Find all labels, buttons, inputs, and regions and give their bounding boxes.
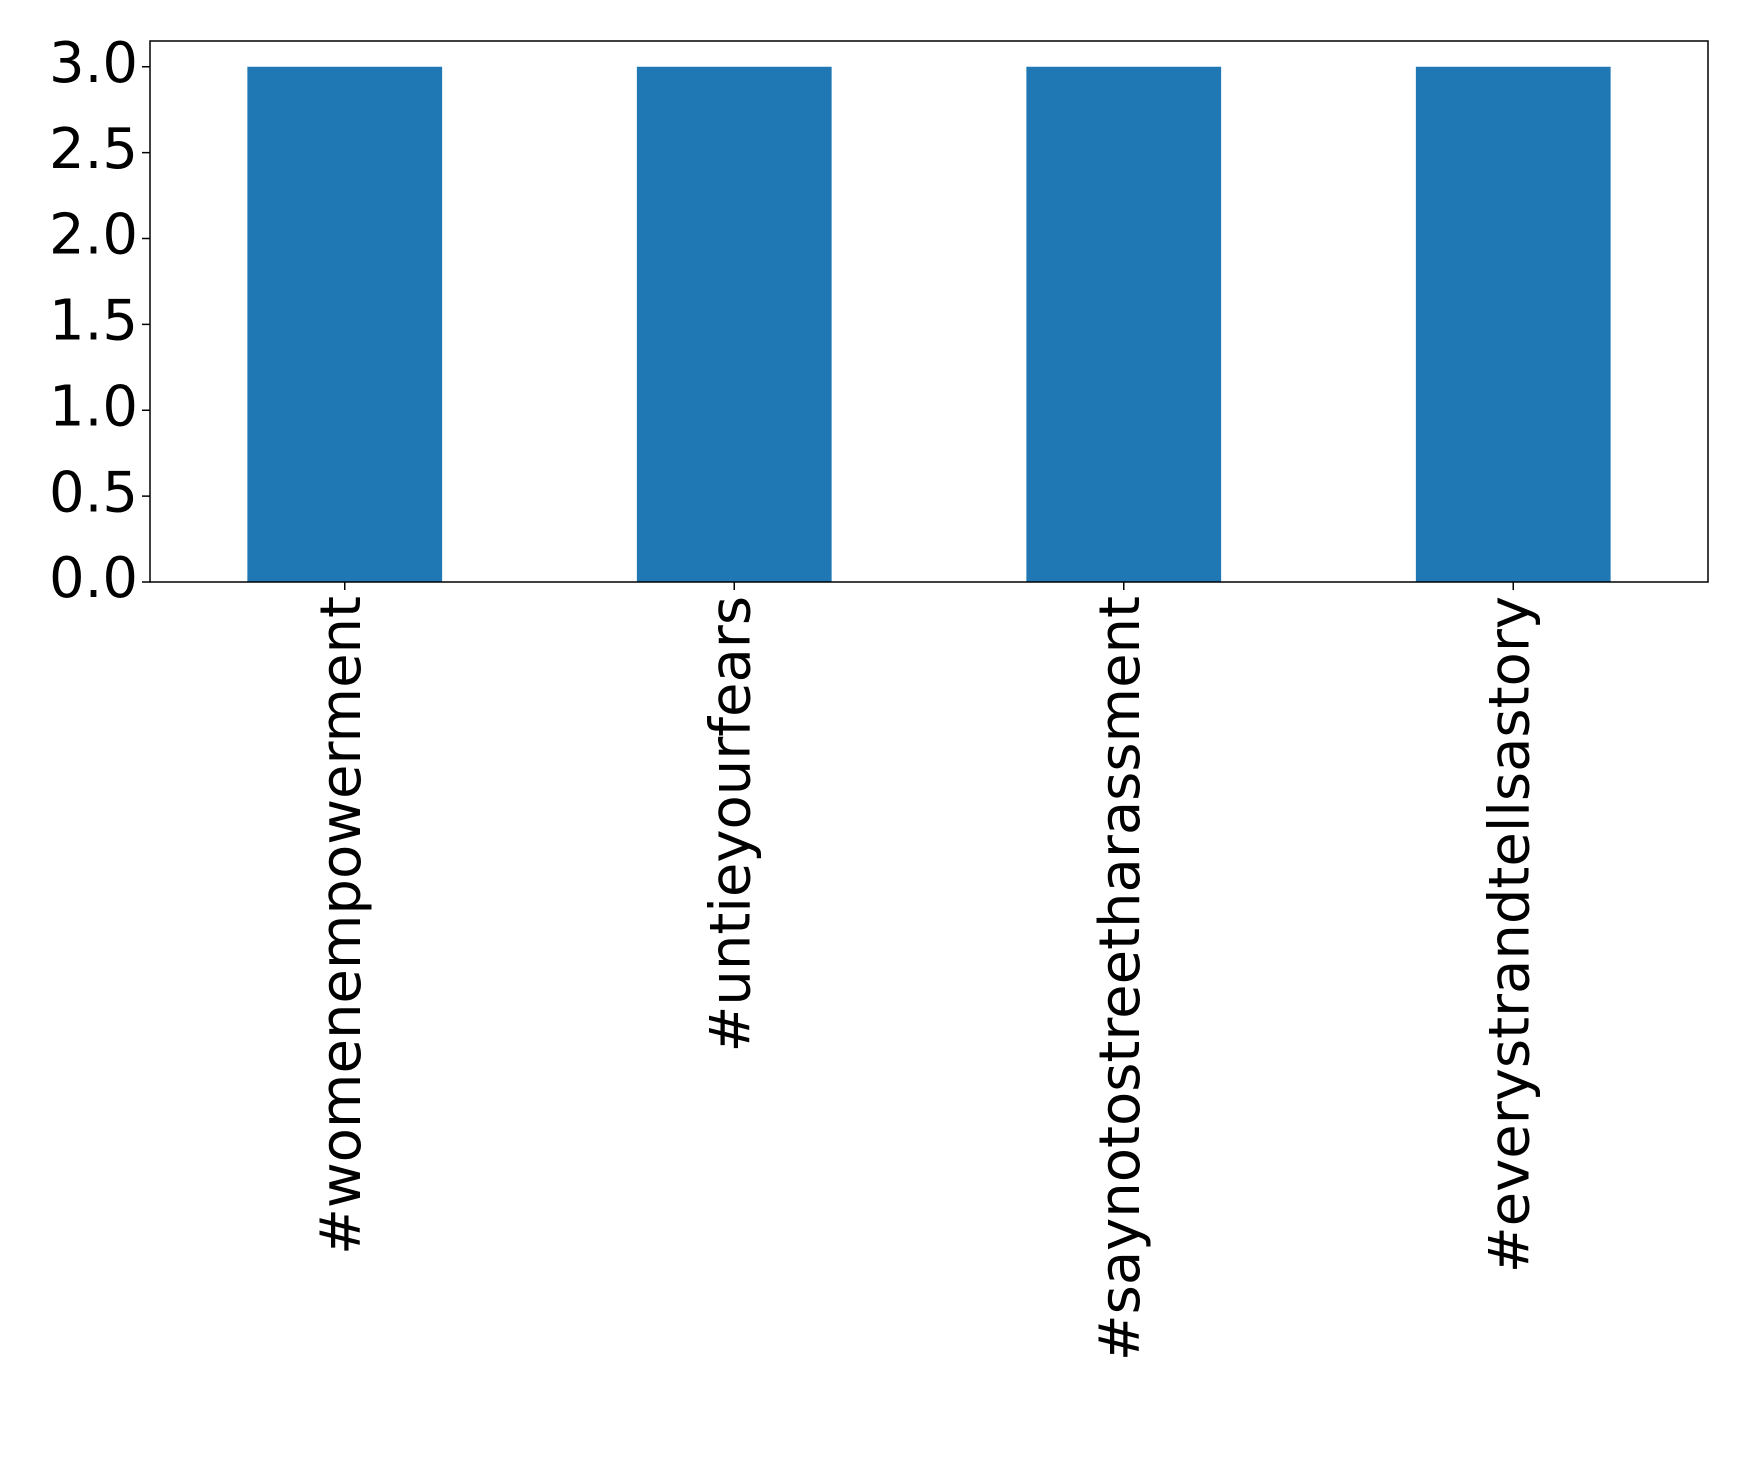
bar — [636, 66, 832, 582]
x-tick-label: #saynotostreetharassment — [1088, 596, 1153, 1361]
x-tick-label: #untieyourfears — [698, 596, 763, 1052]
y-tick-label: 0.0 — [49, 546, 138, 611]
y-tick-label: 1.0 — [49, 374, 138, 439]
plot-frame — [149, 40, 1709, 583]
y-tick-label: 0.5 — [49, 460, 138, 525]
y-tick-label: 3.0 — [49, 31, 138, 96]
bar — [1415, 66, 1611, 582]
y-tick-label: 2.0 — [49, 203, 138, 268]
x-tick-label: #womenempowerment — [309, 596, 374, 1255]
y-tick-label: 1.5 — [49, 289, 138, 354]
y-tick-label: 2.5 — [49, 117, 138, 182]
bar — [247, 66, 443, 582]
x-tick-label: #everystrandtellsastory — [1477, 596, 1542, 1273]
bar — [1026, 66, 1222, 582]
